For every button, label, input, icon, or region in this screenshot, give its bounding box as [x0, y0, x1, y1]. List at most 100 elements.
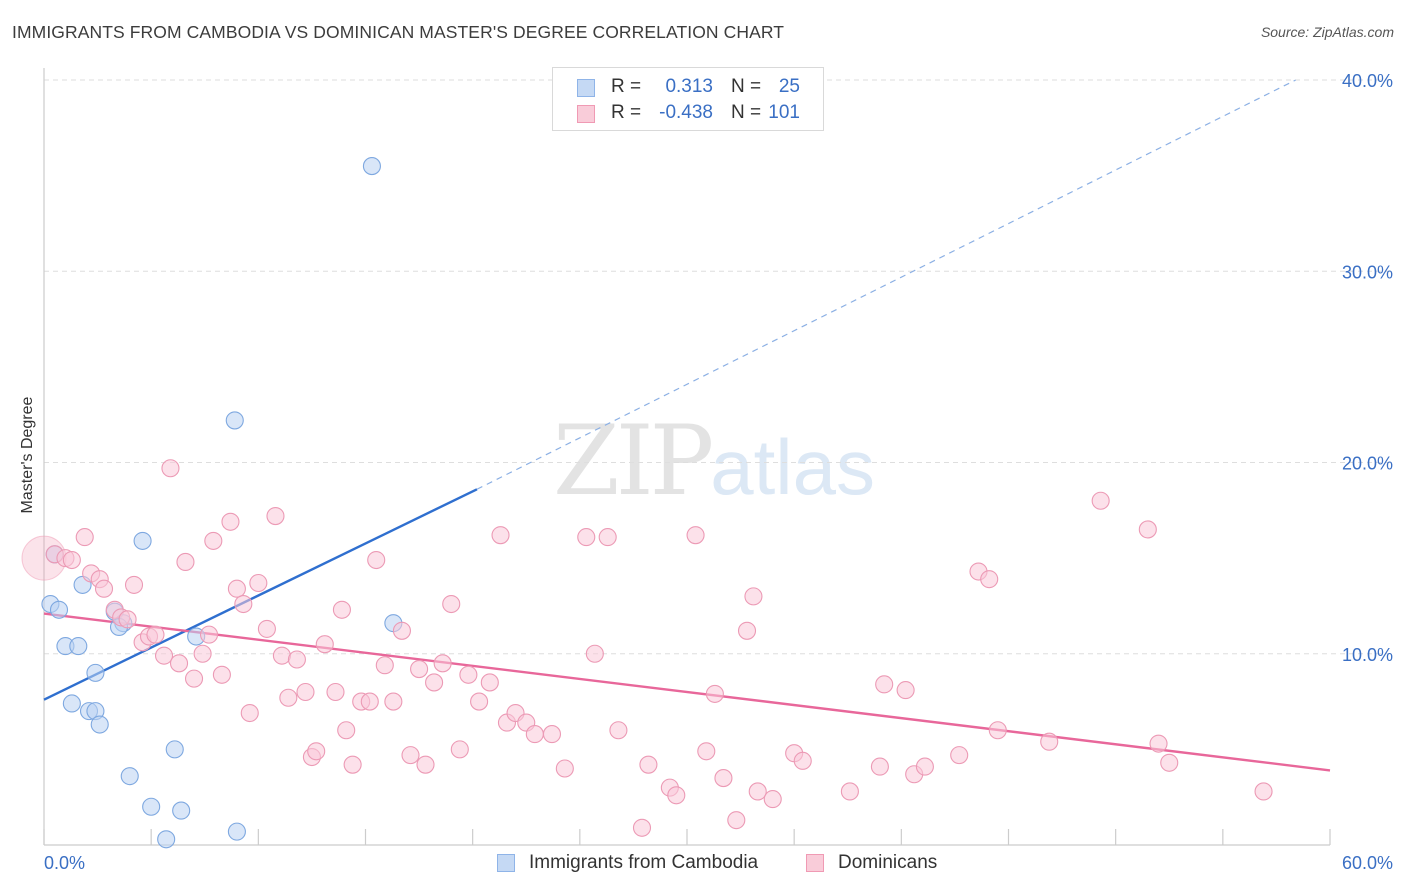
legend-label: Dominicans — [838, 852, 938, 873]
dominican-point — [896, 681, 915, 700]
stats-legend: R = 0.313 N = 25 R = -0.438 N = 101 — [552, 67, 824, 131]
dominicans-swatch — [577, 105, 595, 123]
dominican-point — [212, 665, 231, 684]
dominican-point — [667, 786, 686, 805]
cambodia-point — [157, 830, 176, 849]
y-tick-label: 40.0% — [1342, 71, 1393, 91]
dominican-point — [714, 769, 733, 788]
n-label: N = — [731, 102, 762, 123]
y-tick-label: 20.0% — [1342, 454, 1393, 474]
dominican-point — [793, 751, 812, 770]
dominican-point — [184, 669, 204, 688]
dominican-point — [62, 550, 81, 570]
cambodia-point — [165, 740, 184, 759]
cambodia-trend-line — [43, 488, 478, 701]
dominican-point — [433, 654, 452, 673]
dominican-point — [763, 790, 782, 809]
dominican-point — [307, 742, 326, 761]
y-tick-label: 30.0% — [1342, 262, 1393, 282]
dominican-point — [598, 528, 617, 547]
dominican-trend-line — [43, 612, 1331, 772]
dominican-point — [75, 528, 94, 547]
dominican-point — [425, 673, 444, 692]
dominican-point — [94, 579, 114, 598]
n-value: 25 — [778, 76, 800, 97]
watermark: ZIPatlas — [553, 405, 875, 517]
cambodia-point — [49, 600, 69, 619]
cambodia-point — [69, 637, 88, 656]
dominican-point — [296, 682, 315, 702]
r-label: R = — [611, 102, 642, 123]
n-value: 101 — [768, 102, 800, 123]
x-tick-label: 60.0% — [1342, 853, 1393, 873]
dominican-point — [980, 570, 999, 589]
dominican-point — [118, 610, 137, 629]
dominican-point — [337, 721, 356, 740]
dominican-point — [326, 682, 345, 702]
dominican-point — [988, 721, 1007, 740]
dominican-point — [525, 725, 544, 744]
dominican-point — [392, 621, 411, 640]
dominican-point — [875, 675, 894, 694]
cambodia-swatch — [577, 79, 595, 97]
cambodia-point — [133, 531, 152, 550]
dominican-point — [737, 621, 757, 640]
stats-row-cambodia: R = 0.313 N = 25 — [553, 76, 823, 102]
dominican-point — [744, 587, 763, 606]
dominican-point — [332, 600, 351, 619]
source-label: Source: ZipAtlas.com — [1260, 24, 1394, 40]
dominican-point — [1091, 491, 1110, 510]
dominican-point — [748, 782, 767, 801]
dominican-point — [639, 755, 658, 774]
dominican-point — [705, 684, 724, 703]
dominican-point — [840, 782, 859, 801]
trend-lines — [43, 79, 1331, 772]
dominican-point — [367, 550, 386, 570]
cambodia-point — [86, 663, 105, 682]
dominican-point — [950, 746, 969, 765]
cambodia-swatch — [497, 854, 515, 872]
legend-label: Immigrants from Cambodia — [529, 852, 759, 873]
cambodia-point — [90, 715, 109, 734]
dominican-point — [410, 659, 429, 679]
dominican-point — [1138, 520, 1157, 539]
dominican-point — [257, 619, 276, 638]
dominican-point — [124, 575, 144, 594]
cambodia-point — [62, 694, 81, 713]
dominican-point — [1160, 753, 1179, 772]
stats-row-dominicans: R = -0.438 N = 101 — [553, 102, 823, 128]
y-axis-label: Master's Degree — [19, 396, 36, 514]
dominican-point — [697, 742, 716, 761]
cambodia-point — [227, 822, 246, 841]
dominican-point — [240, 703, 259, 723]
cambodia-point — [142, 797, 161, 816]
cambodia-point — [172, 801, 191, 820]
r-label: R = — [611, 76, 642, 97]
dominican-point — [632, 818, 652, 837]
dominican-point — [915, 757, 934, 776]
cambodia-point — [225, 411, 244, 430]
dominican-point — [266, 506, 285, 526]
watermark-zip: ZIP — [553, 405, 714, 517]
dominican-point — [555, 759, 574, 778]
dominican-point — [249, 573, 268, 593]
dominican-point — [480, 673, 499, 692]
dominican-point — [193, 644, 212, 663]
dominican-point — [169, 654, 189, 673]
r-value: -0.438 — [659, 102, 713, 123]
dominicans-swatch — [806, 854, 824, 872]
dominican-point — [442, 594, 461, 614]
dominican-point — [577, 528, 596, 547]
y-tick-label: 10.0% — [1342, 645, 1393, 665]
tick-labels: 10.0% 20.0% 30.0% 40.0% 0.0% 60.0% — [44, 71, 1393, 873]
dominican-point — [870, 757, 889, 776]
dominican-point — [176, 552, 195, 572]
dominican-point — [234, 594, 253, 614]
dominican-point — [450, 740, 469, 759]
cambodia-trend-extension — [476, 79, 1296, 490]
dominican-point — [204, 531, 223, 550]
dominican-point — [199, 625, 219, 644]
axes — [43, 68, 1331, 846]
data-points — [21, 157, 1273, 849]
